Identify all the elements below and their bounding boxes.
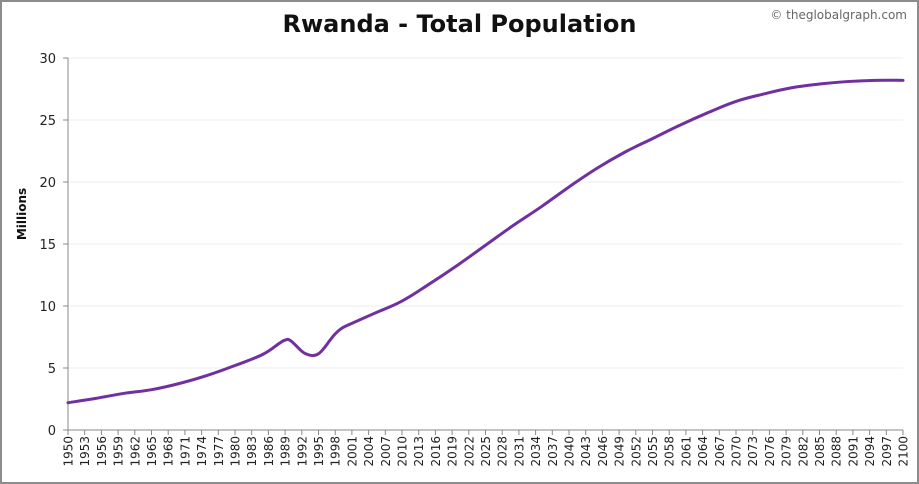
x-tick-label: 1956: [95, 436, 109, 467]
x-ticks: 1950 1953 1956 1959 1962 1965 1968 1971 1974 1977…: [62, 430, 911, 467]
y-tick-label: 30: [39, 52, 56, 67]
y-tick-label: 0: [48, 424, 56, 439]
x-tick-label: 2049: [613, 436, 627, 467]
y-tick-label: 25: [39, 114, 56, 129]
chart-title: Rwanda - Total Population: [282, 10, 637, 38]
x-tick-label: 1995: [312, 436, 326, 467]
x-tick-label: 1971: [178, 436, 192, 467]
x-tick-label: 2067: [713, 436, 727, 467]
x-tick-label: 2085: [813, 436, 827, 467]
x-tick-label: 2088: [830, 436, 844, 467]
y-tick-label: 20: [39, 176, 56, 191]
credit-text: © theglobalgraph.com: [770, 8, 907, 22]
x-tick-label: 1989: [279, 436, 293, 467]
x-tick-label: 2016: [429, 436, 443, 467]
y-tick-label: 15: [39, 238, 56, 253]
x-tick-label: 2007: [379, 436, 393, 467]
x-tick-label: 1980: [229, 436, 243, 467]
x-tick-label: 2034: [529, 436, 543, 467]
x-tick-label: 2082: [796, 436, 810, 467]
x-tick-label: 1965: [145, 436, 159, 467]
x-tick-label: 2073: [746, 436, 760, 467]
x-tick-label: 2061: [679, 436, 693, 467]
x-tick-label: 2055: [646, 436, 660, 467]
y-tick-label: 5: [48, 362, 56, 377]
series-layer: [66, 78, 905, 405]
gridlines: [68, 57, 903, 369]
x-tick-label: 1983: [245, 436, 259, 467]
population-series-line: [66, 78, 905, 405]
x-tick-label: 1968: [162, 436, 176, 467]
x-tick-label: 2025: [479, 436, 493, 467]
x-tick-label: 2070: [730, 436, 744, 467]
x-tick-label: 1974: [195, 436, 209, 467]
x-tick-label: 2028: [496, 436, 510, 467]
x-tick-label: 1998: [329, 436, 343, 467]
x-tick-label: 2052: [629, 436, 643, 467]
y-ticks: 0 5 10 15 20 25 30: [39, 52, 68, 439]
x-tick-label: 1959: [112, 436, 126, 467]
y-tick-label: 10: [39, 300, 56, 315]
x-tick-label: 1962: [128, 436, 142, 467]
x-tick-label: 2097: [880, 436, 894, 467]
x-tick-label: 2091: [846, 436, 860, 467]
x-tick-label: 2100: [897, 436, 911, 467]
x-tick-label: 2010: [396, 436, 410, 467]
x-tick-label: 2094: [863, 436, 877, 467]
x-tick-label: 2076: [763, 436, 777, 467]
x-tick-label: 1977: [212, 436, 226, 467]
x-tick-label: 2004: [362, 436, 376, 467]
x-tick-label: 2001: [345, 436, 359, 467]
x-tick-label: 2064: [696, 436, 710, 467]
x-tick-label: 1986: [262, 436, 276, 467]
x-tick-label: 2040: [563, 436, 577, 467]
x-tick-label: 1953: [78, 436, 92, 467]
y-axis-label: Millions: [15, 188, 29, 240]
x-tick-label: 2031: [512, 436, 526, 467]
x-tick-label: 2043: [579, 436, 593, 467]
x-tick-label: 2022: [462, 436, 476, 467]
x-tick-label: 1992: [295, 436, 309, 467]
x-tick-label: 2013: [412, 436, 426, 467]
x-tick-label: 2079: [780, 436, 794, 467]
x-tick-label: 1950: [62, 436, 76, 467]
x-tick-label: 2037: [546, 436, 560, 467]
x-tick-label: 2019: [446, 436, 460, 467]
x-tick-label: 2046: [596, 436, 610, 467]
x-tick-label: 2058: [663, 436, 677, 467]
